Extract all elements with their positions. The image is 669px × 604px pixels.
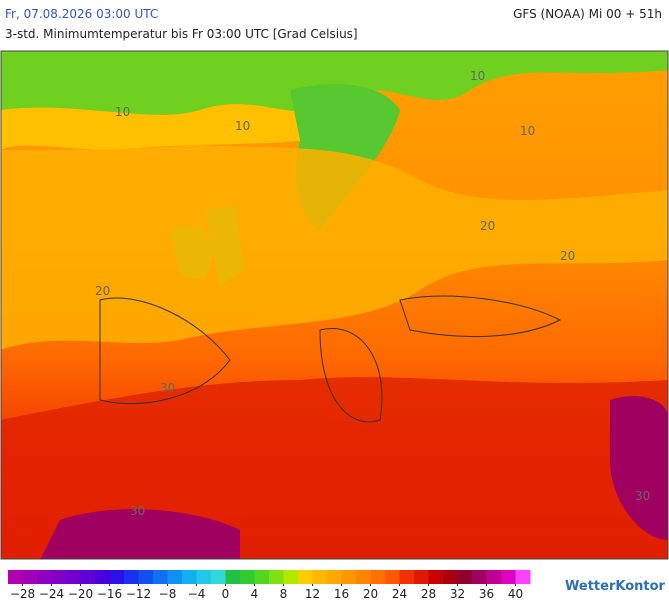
contour-label: 30 [635,489,650,503]
color-box [124,570,139,584]
logo: WetterKontor [565,579,666,594]
color-box [153,570,168,584]
color-box [138,570,154,584]
color-box [428,570,444,584]
contour-label: 10 [470,69,485,83]
color-box [211,570,226,584]
very-hot-region [40,396,668,559]
color-box [341,570,357,584]
color-box [486,570,502,584]
color-box [66,570,81,584]
color-box [472,570,487,584]
color-box [283,570,299,584]
color-box [109,570,125,584]
colorbar-label: 0 [222,587,230,600]
colorbar-label: 24 [392,587,407,600]
color-box [327,570,342,584]
color-box [254,570,270,584]
color-box [80,570,96,584]
contour-label: 10 [520,124,535,138]
contour-label: 10 [235,119,250,133]
colorbar-label: −4 [188,587,206,600]
color-box [414,570,429,584]
color-box [385,570,400,584]
cool-region [1,51,668,115]
colorbar-label: 28 [421,587,436,600]
colorbar-label: 12 [305,587,320,600]
colorbar-label: −8 [159,587,177,600]
colorbar-label: −12 [126,587,151,600]
colorbar-label: −24 [39,587,64,600]
contour-label: 30 [130,504,145,518]
warm-region [1,145,668,350]
color-box [51,570,67,584]
color-box [167,570,183,584]
contour-label: 30 [160,381,175,395]
color-box [356,570,371,584]
color-box [8,570,23,584]
color-box [37,570,52,584]
contour-label: 20 [480,219,495,233]
map-frame [0,50,669,560]
color-box [22,570,38,584]
contour-label: 20 [95,284,110,298]
color-box [240,570,255,584]
colorbar-label: −16 [97,587,122,600]
contour-label: 20 [560,249,575,263]
colorbar-label: −20 [68,587,93,600]
colorbar-label: 40 [508,587,523,600]
colorbar-label: 8 [280,587,288,600]
subtitle: 3-std. Minimumtemperatur bis Fr 03:00 UT… [5,27,358,41]
color-box [457,570,473,584]
color-box [182,570,197,584]
colorbar-label: 16 [334,587,349,600]
colorbar-label: 36 [479,587,494,600]
colorbar-label: 20 [363,587,378,600]
coastlines [99,295,562,423]
colorbar-label: 32 [450,587,465,600]
color-box [370,570,386,584]
header-right: GFS (NOAA) Mi 00 + 51h [513,7,662,21]
color-box [515,570,531,584]
color-box [501,570,516,584]
color-box [312,570,328,584]
color-box [95,570,110,584]
color-box [443,570,458,584]
colorbar-label: −28 [10,587,35,600]
color-box [269,570,284,584]
color-box [196,570,212,584]
color-box [225,570,241,584]
mild-region [1,100,360,150]
color-box [399,570,415,584]
header-left: Fr, 07.08.2026 03:00 UTC [5,7,158,21]
colorbar-label: 4 [251,587,259,600]
map [1,51,668,559]
contour-label: 10 [115,105,130,119]
color-box [298,570,313,584]
